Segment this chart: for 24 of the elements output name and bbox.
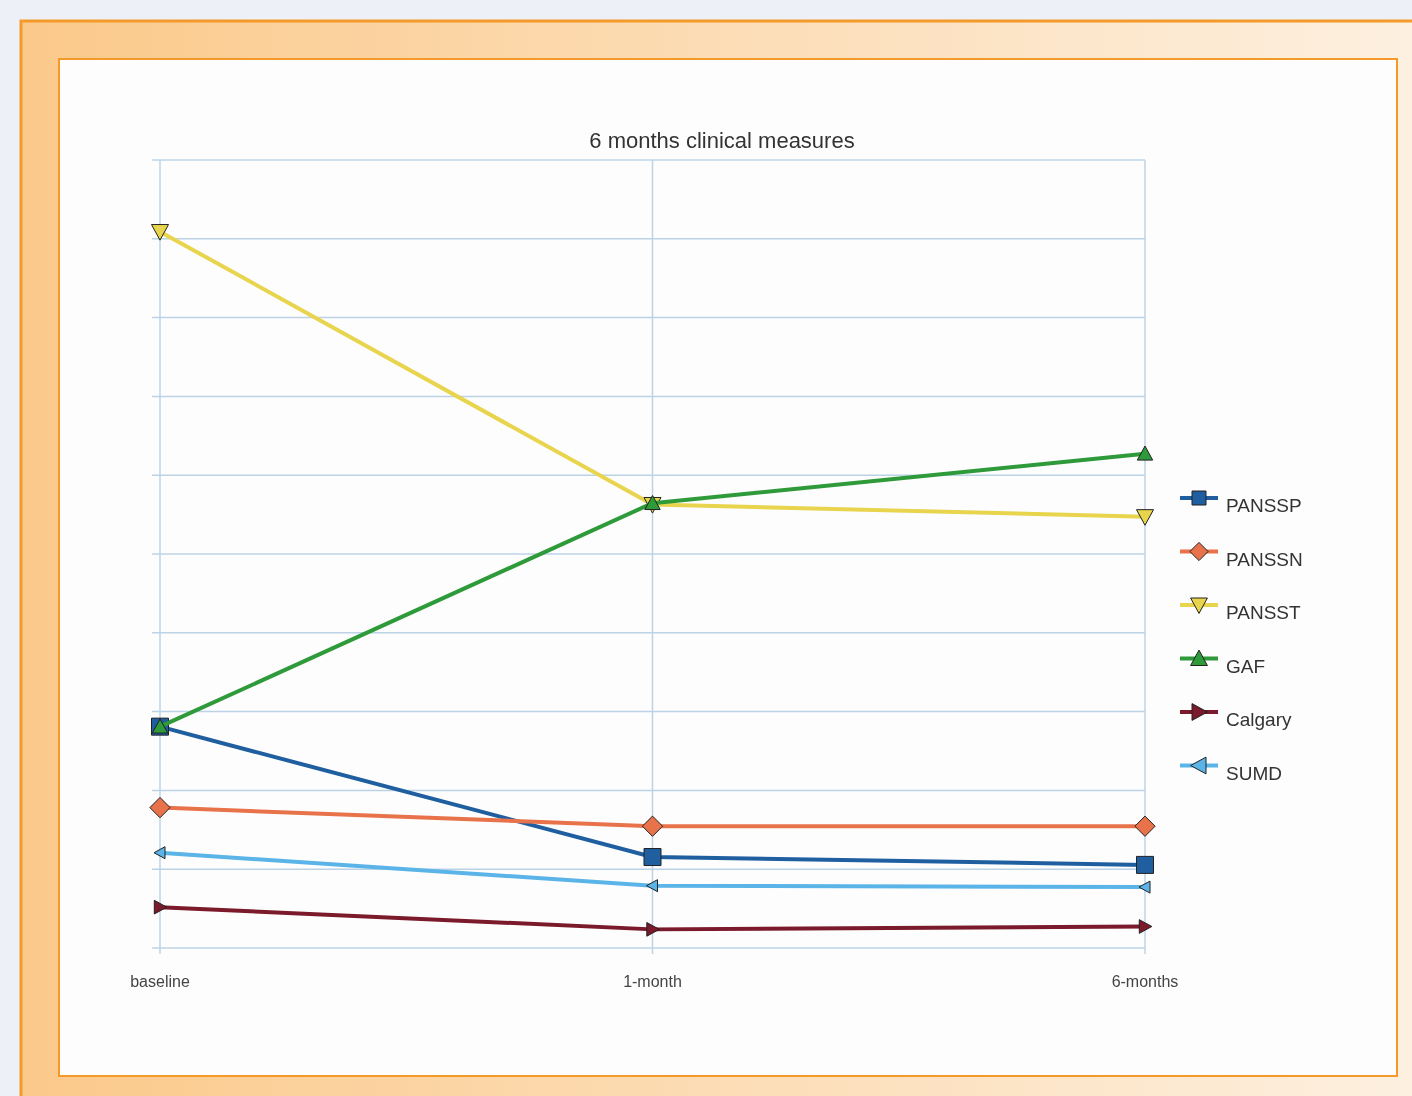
point	[643, 848, 662, 867]
x-tick-label: baseline	[130, 973, 190, 990]
point	[150, 224, 170, 241]
point	[149, 796, 171, 819]
legend-label: PANSSP	[1226, 495, 1302, 516]
legend-label: Calgary	[1226, 709, 1292, 730]
point	[646, 922, 660, 937]
legend-label: SUMD	[1226, 762, 1282, 784]
point	[153, 899, 168, 915]
x-tick-label: 6-months	[1111, 973, 1179, 990]
legend-label: PANSSN	[1226, 548, 1303, 570]
legend-label: GAF	[1226, 655, 1266, 677]
legend-label: PANSST	[1226, 602, 1301, 623]
point	[1138, 919, 1153, 934]
point	[153, 846, 166, 860]
chart-title: 6 months clinical measures	[589, 128, 855, 153]
point	[1135, 509, 1155, 526]
point	[1134, 815, 1156, 837]
point	[1136, 445, 1154, 461]
point	[646, 879, 658, 893]
point	[641, 815, 664, 837]
point	[1136, 855, 1154, 874]
point	[1138, 880, 1151, 894]
x-tick-label: 1-month	[623, 973, 682, 990]
